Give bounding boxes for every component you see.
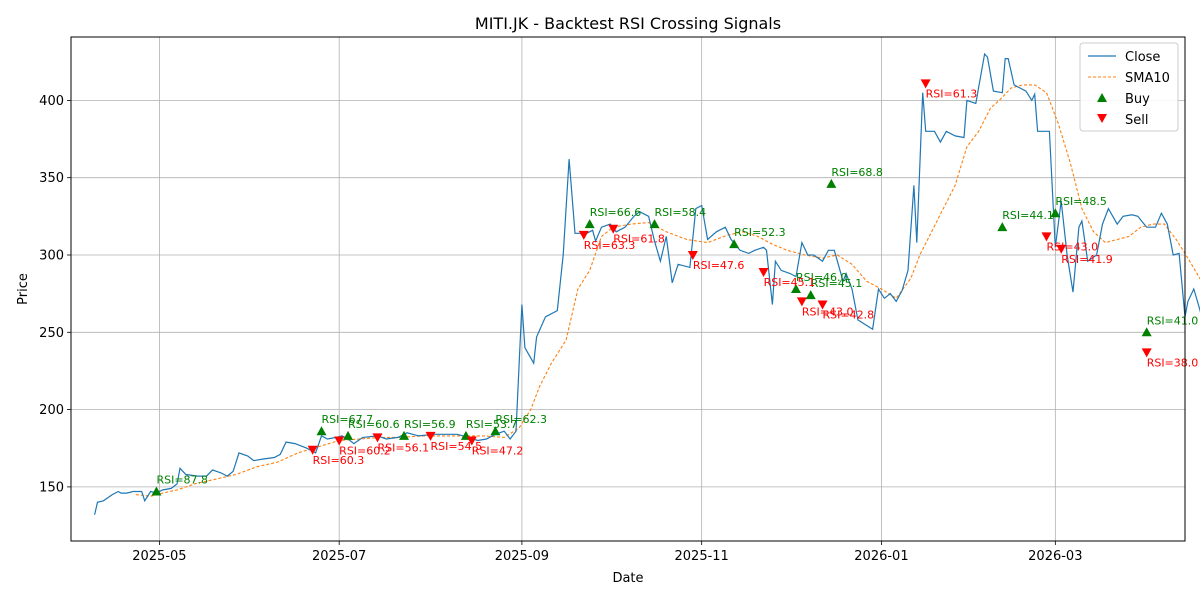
buy-rsi-label: RSI=52.3	[734, 226, 786, 239]
sell-rsi-label: RSI=56.1	[377, 441, 429, 454]
legend-sell-label: Sell	[1125, 113, 1148, 128]
sell-marker	[817, 300, 828, 310]
y-tick-label: 150	[39, 480, 64, 495]
legend: Close SMA10 Buy Sell	[1079, 42, 1179, 132]
legend-sell-marker	[1097, 114, 1107, 123]
sma10-line	[135, 84, 1200, 497]
buy-marker	[649, 219, 660, 229]
sell-rsi-label: RSI=60.3	[313, 454, 365, 467]
legend-sma-label: SMA10	[1125, 71, 1170, 86]
legend-buy-marker	[1097, 93, 1107, 102]
sell-rsi-label: RSI=38.0	[1147, 356, 1199, 369]
buy-marker	[151, 486, 162, 496]
sell-rsi-label: RSI=47.2	[472, 445, 524, 458]
buy-marker	[490, 426, 501, 436]
y-tick-label: 200	[39, 403, 64, 418]
buy-rsi-label: RSI=67.7	[322, 413, 374, 426]
buy-marker	[790, 284, 801, 293]
plot-area-frame	[70, 36, 1186, 542]
sell-marker	[1056, 244, 1067, 254]
sell-rsi-label: RSI=45.1	[764, 276, 816, 289]
buy-rsi-label: RSI=56.9	[404, 418, 456, 431]
close-line	[94, 52, 1200, 515]
buy-rsi-label: RSI=48.5	[1055, 195, 1107, 208]
sell-marker	[578, 230, 589, 240]
sell-marker	[372, 433, 383, 443]
sell-rsi-label: RSI=60.2	[339, 445, 391, 458]
sell-rsi-label: RSI=54.5	[431, 440, 483, 453]
buy-rsi-label: RSI=60.6	[348, 418, 400, 431]
buy-marker	[729, 239, 740, 249]
sell-rsi-label: RSI=61.8	[613, 233, 665, 246]
buy-rsi-label: RSI=68.8	[831, 166, 883, 179]
buy-rsi-label: RSI=66.6	[590, 206, 642, 219]
x-tick-label: 2025-09	[495, 549, 549, 564]
buy-marker	[399, 430, 410, 440]
sell-rsi-label: RSI=42.8	[823, 308, 875, 321]
sell-marker	[1041, 232, 1052, 242]
y-tick-label: 250	[39, 326, 64, 341]
legend-box	[1079, 42, 1179, 132]
axis-layer: 2025-05 2025-07 2025-09 2025-11 2026-01 2026-…	[39, 94, 1082, 564]
buy-marker	[343, 430, 354, 440]
buy-marker	[1141, 327, 1152, 337]
sell-marker	[307, 445, 318, 455]
sell-marker	[1141, 348, 1152, 358]
legend-buy-label: Buy	[1125, 92, 1150, 107]
y-tick-label: 300	[39, 248, 64, 263]
y-tick-label: 400	[39, 94, 64, 109]
buy-marker	[826, 178, 837, 188]
buy-marker	[584, 219, 595, 229]
sell-rsi-label: RSI=61.3	[926, 87, 978, 100]
buy-rsi-label: RSI=44.1	[1002, 209, 1054, 222]
sell-marker	[334, 436, 345, 446]
buy-marker	[997, 222, 1008, 232]
buy-marker	[316, 426, 327, 436]
sell-marker	[796, 297, 807, 307]
legend-close-label: Close	[1125, 50, 1160, 65]
sell-marker	[687, 250, 698, 260]
x-tick-label: 2026-01	[854, 549, 908, 564]
chart-title: MITI.JK - Backtest RSI Crossing Signals	[475, 14, 781, 33]
buy-rsi-label: RSI=53.7	[466, 418, 518, 431]
buy-rsi-label: RSI=62.3	[495, 413, 547, 426]
buy-rsi-label: RSI=87.8	[156, 474, 208, 487]
y-tick-label: 350	[39, 171, 64, 186]
sell-marker	[758, 267, 769, 277]
sell-rsi-label: RSI=43.0	[1046, 240, 1098, 253]
sell-marker	[425, 431, 436, 441]
buy-rsi-label: RSI=41.0	[1147, 314, 1199, 327]
sell-marker	[920, 79, 931, 89]
x-tick-label: 2025-05	[132, 549, 186, 564]
sell-marker	[608, 224, 619, 234]
x-axis-label: Date	[612, 571, 643, 586]
x-tick-label: 2026-03	[1028, 549, 1082, 564]
series-layer	[94, 52, 1200, 515]
x-tick-label: 2025-07	[312, 549, 366, 564]
sell-marker	[466, 436, 477, 446]
x-tick-label: 2025-11	[675, 549, 729, 564]
buy-rsi-label: RSI=46.0	[796, 271, 848, 284]
sell-rsi-label: RSI=41.9	[1061, 253, 1113, 266]
sell-rsi-label: RSI=63.3	[584, 239, 636, 252]
sell-rsi-label: RSI=47.6	[693, 259, 745, 272]
buy-rsi-label: RSI=45.1	[811, 277, 863, 290]
sell-rsi-label: RSI=43.0	[802, 305, 854, 318]
y-axis-label: Price	[16, 273, 31, 305]
buy-marker	[1050, 208, 1061, 218]
buy-marker	[805, 290, 816, 300]
buy-rsi-label: RSI=58.4	[655, 206, 707, 219]
